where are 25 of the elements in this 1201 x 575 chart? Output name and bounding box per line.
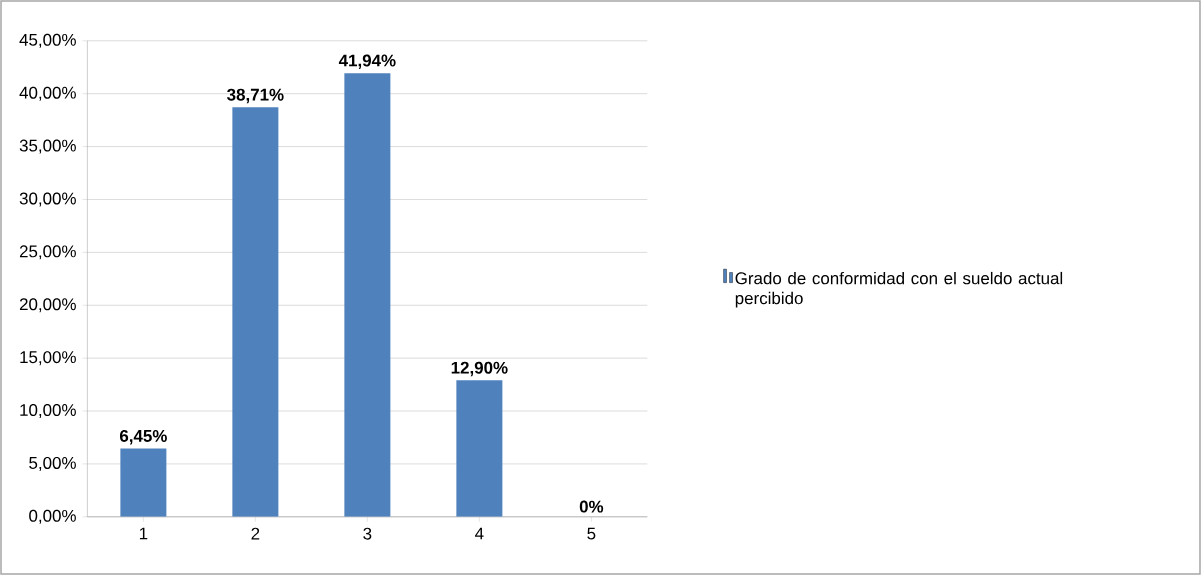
x-tick-label: 1: [139, 527, 148, 540]
x-tick-label: 4: [475, 527, 484, 540]
text: 0%: [579, 500, 604, 513]
bar: [232, 107, 279, 517]
y-tick-label: 20,00%: [19, 298, 76, 313]
text: 6,45%: [119, 429, 167, 445]
y-tick-label: 25,00%: [19, 245, 76, 260]
y-tick-label: 10,00%: [20, 404, 76, 419]
bar: [344, 73, 391, 517]
y-tick-label: 5,00%: [29, 456, 76, 471]
y-tick-label: 30,00%: [19, 192, 76, 207]
text: 41,94%: [338, 54, 396, 69]
x-tick-label: 5: [587, 527, 596, 540]
y-tick-label: 0,00%: [29, 509, 76, 524]
bar: [456, 380, 503, 517]
text: 38,71%: [227, 88, 284, 104]
x-tick-label: 3: [363, 527, 372, 540]
y-tick-label: 40,00%: [19, 86, 76, 101]
x-tick-label: 2: [251, 527, 260, 540]
y-tick-label: 45,00%: [19, 33, 76, 48]
legend-label: Grado de conformidad con el sueldo actual percibido: [735, 271, 1063, 308]
text: 12,90%: [451, 361, 508, 377]
y-tick-label: 15,00%: [20, 351, 76, 366]
y-tick-label: 35,00%: [19, 139, 76, 154]
bar: [120, 448, 167, 517]
